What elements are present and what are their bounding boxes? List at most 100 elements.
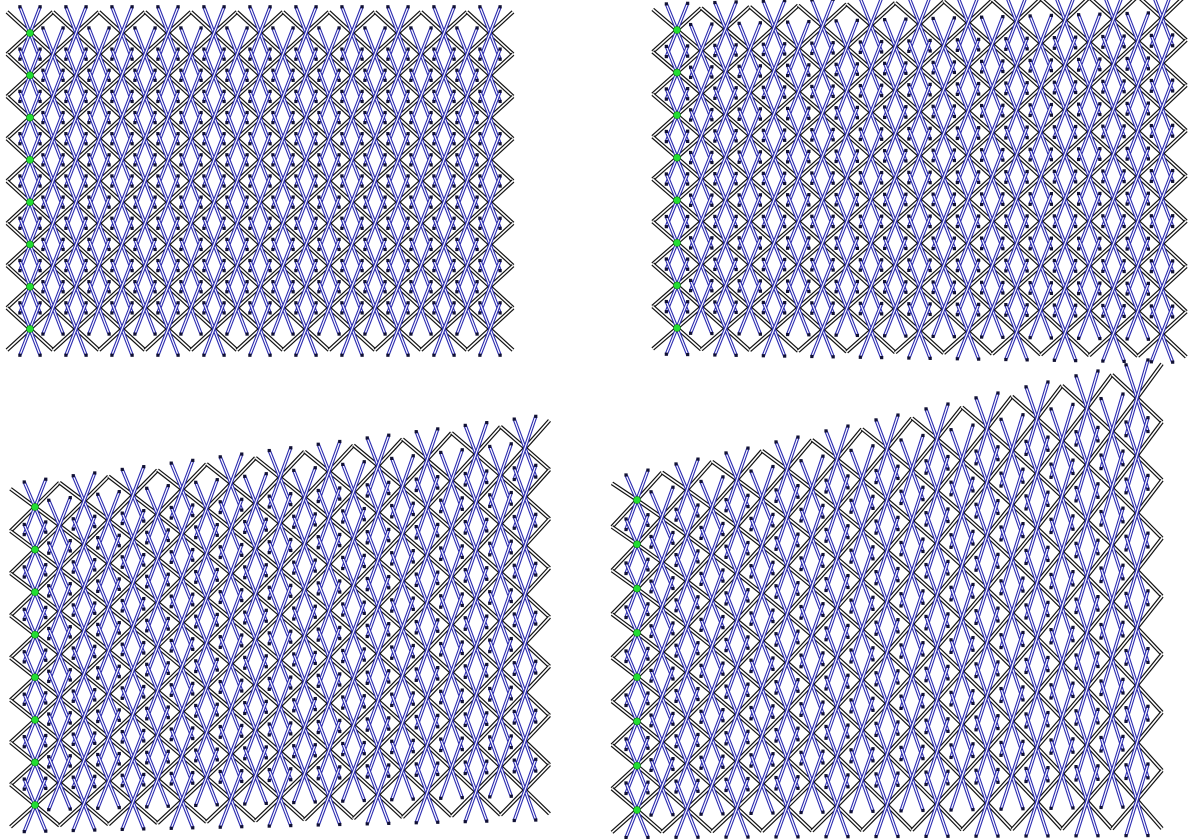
- blue-bar-inner: [1150, 79, 1174, 137]
- bar-end: [245, 121, 249, 125]
- bar-end: [317, 78, 321, 82]
- black-bar-inner: [374, 243, 399, 267]
- black-bar-inner: [943, 242, 969, 266]
- black-bar-inner: [259, 201, 284, 224]
- blue-bar-inner: [180, 196, 202, 250]
- bar-end: [1025, 180, 1029, 184]
- bar-end: [664, 182, 668, 186]
- bar-end: [498, 184, 502, 188]
- bar-end: [225, 205, 229, 209]
- bar-end: [831, 268, 835, 272]
- bar-end: [317, 290, 321, 294]
- bar-end: [245, 237, 249, 241]
- bar-end: [855, 159, 860, 163]
- black-bar-inner: [190, 307, 215, 330]
- bar-end: [225, 26, 229, 30]
- bar-end: [360, 184, 364, 188]
- black-bar-inner: [1112, 130, 1139, 155]
- bar-end: [807, 193, 811, 197]
- bar-end: [87, 153, 91, 157]
- black-bar-inner: [236, 32, 261, 55]
- bar-end: [498, 353, 502, 357]
- black-bar-inner: [190, 222, 215, 246]
- blue-bar-inner: [387, 217, 409, 271]
- bar-end: [1149, 179, 1153, 184]
- bar-end: [952, 236, 957, 240]
- blue-bar-inner: [1053, 126, 1077, 183]
- bar-end: [1101, 180, 1105, 184]
- bar-end: [317, 26, 321, 30]
- bar-end: [928, 225, 932, 229]
- black-bar-inner: [1161, 265, 1187, 290]
- black-bar-inner: [6, 307, 31, 330]
- black-bar-inner: [443, 222, 468, 246]
- bar-end: [1149, 304, 1153, 308]
- bar-end: [406, 5, 410, 9]
- bar-end: [202, 311, 206, 315]
- pinned-node: [673, 153, 681, 162]
- blue-bar-inner: [1053, 215, 1077, 272]
- blue-bar-inner: [341, 91, 363, 145]
- bar-end: [686, 214, 690, 219]
- black-bar-inner: [328, 328, 353, 351]
- black-bar-inner: [167, 74, 192, 98]
- bar-end: [432, 184, 436, 188]
- black-bar-inner: [1015, 154, 1042, 178]
- blue-bar-inner: [272, 196, 294, 250]
- bar-end: [1074, 359, 1078, 363]
- bar-end: [1028, 192, 1032, 196]
- bar-end: [314, 57, 318, 61]
- bar-end: [952, 60, 957, 64]
- bar-end: [142, 552, 146, 557]
- blue-bar-inner: [932, 281, 955, 337]
- blue-bar-inner: [410, 154, 432, 208]
- black-bar-inner: [489, 32, 514, 55]
- black-bar-inner: [305, 138, 330, 161]
- black-bar-inner: [797, 285, 824, 309]
- bar-end: [452, 47, 456, 51]
- bar-end: [156, 142, 160, 146]
- bar-end: [904, 334, 908, 338]
- blue-bar-inner: [859, 303, 883, 358]
- black-bar-inner: [1088, 63, 1115, 88]
- bar-end: [64, 226, 68, 230]
- bar-end: [931, 280, 935, 284]
- bar-end: [1028, 147, 1032, 151]
- black-bar-inner: [1040, 153, 1066, 178]
- bar-end: [202, 142, 206, 146]
- bar-end: [1025, 224, 1029, 229]
- black-bar-inner: [236, 74, 261, 98]
- blue-bar-inner: [364, 196, 386, 250]
- bar-end: [294, 47, 298, 51]
- black-bar-inner: [967, 43, 993, 68]
- black-bar-inner: [75, 264, 100, 288]
- bar-end: [807, 73, 811, 77]
- black-bar-inner: [724, 92, 751, 116]
- black-bar-inner: [466, 95, 491, 119]
- bar-end: [1025, 136, 1029, 140]
- bar-end: [248, 57, 252, 61]
- blue-bar-inner: [42, 112, 64, 166]
- bar-end: [688, 118, 693, 122]
- bar-end: [785, 246, 790, 250]
- blue-bar-inner: [738, 280, 761, 335]
- blue-bar-inner: [479, 48, 501, 102]
- bar-end: [120, 555, 124, 559]
- blue-bar-inner: [341, 48, 363, 102]
- bar-end: [1028, 280, 1032, 285]
- bar-end: [1052, 169, 1056, 173]
- blue-bar-inner: [479, 217, 501, 271]
- bar-end: [107, 280, 111, 284]
- black-bar-inner: [749, 113, 775, 137]
- bar-end: [432, 174, 436, 178]
- black-bar-inner: [1137, 288, 1163, 312]
- bar-end: [737, 289, 741, 293]
- black-bar-inner: [328, 222, 353, 246]
- bar-end: [880, 170, 884, 175]
- bar-end: [783, 52, 787, 56]
- blue-bar-inner: [762, 172, 786, 227]
- black-bar-inner: [144, 159, 169, 182]
- bar-end: [1101, 79, 1105, 83]
- bar-end: [931, 334, 935, 339]
- bar-end: [169, 594, 173, 598]
